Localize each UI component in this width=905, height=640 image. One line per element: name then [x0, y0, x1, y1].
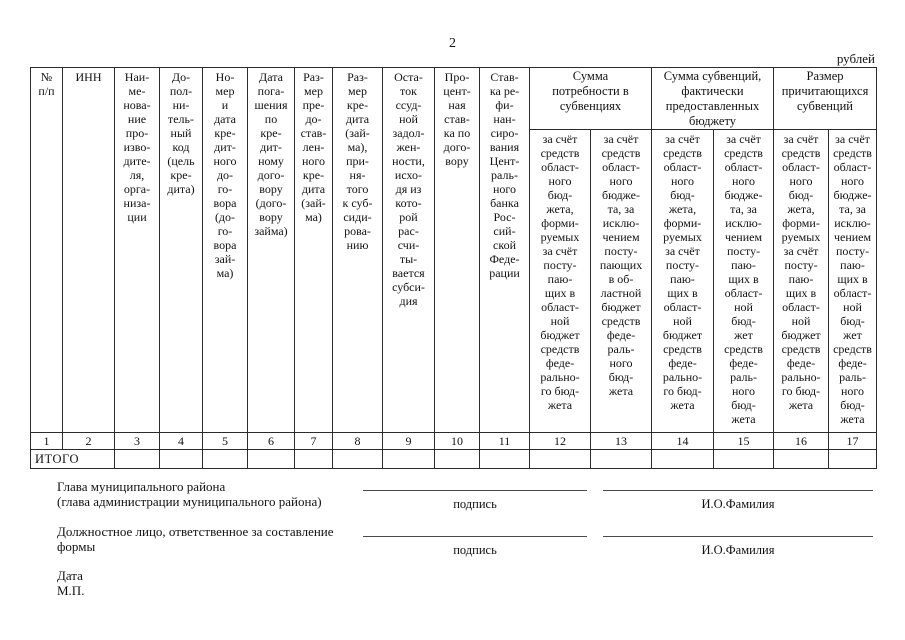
subheader-col-15: за счёт средств област- ного бюдже- та, … [712, 129, 775, 433]
column-number-row: 1 2 3 4 5 6 7 8 9 10 11 12 13 14 15 16 1… [30, 432, 878, 450]
header-col-loan-balance: Оста- ток ссуд- ной задол- жен- ности, и… [382, 67, 435, 433]
total-cell-8 [332, 449, 383, 469]
header-col-producer-name: Наи- ме- нова- ние про- изво- дите- ля, … [114, 67, 160, 433]
total-cell-14 [651, 449, 714, 469]
total-cell-7 [294, 449, 333, 469]
colnum-9: 9 [382, 432, 435, 450]
colnum-10: 10 [434, 432, 480, 450]
group-header-subvention-provided: Сумма субвенций, фактически предоставлен… [650, 67, 775, 130]
colnum-17: 17 [828, 432, 878, 450]
date-label: Дата [57, 568, 83, 583]
header-col-subsidized-credit: Раз- мер кре- дита (зай- ма), при- ня- т… [332, 67, 383, 433]
colnum-16: 16 [773, 432, 830, 450]
responsible-label-line1: Должностное лицо, ответственное за соста… [57, 524, 334, 539]
colnum-4: 4 [159, 432, 203, 450]
subheader-col-12: за счёт средств област- ного бюд- жета, … [529, 129, 591, 433]
colnum-12: 12 [529, 432, 591, 450]
total-cell-11 [479, 449, 530, 469]
colnum-1: 1 [30, 432, 63, 450]
total-cell-15 [712, 449, 775, 469]
total-cell-13 [590, 449, 652, 469]
colnum-5: 5 [202, 432, 248, 450]
currency-unit-label: рублей [836, 51, 875, 66]
name-caption-1: И.О.Фамилия [701, 497, 775, 511]
total-cell-10 [434, 449, 480, 469]
header-col-interest-rate: Про- цент- ная став- ка по дого- вору [434, 67, 480, 433]
colnum-3: 3 [114, 432, 160, 450]
responsible-label-line2: формы [57, 539, 96, 554]
total-cell-17 [828, 449, 878, 469]
subheader-col-14: за счёт средств област- ного бюд- жета, … [651, 129, 714, 433]
header-col-inn: ИНН [62, 67, 115, 433]
header-col-extra-code: До- пол- ни- тель- ный код (цель кре- ди… [159, 67, 203, 433]
stamp-label: М.П. [57, 583, 85, 598]
signature-caption-2: подпись [453, 543, 497, 557]
colnum-6: 6 [247, 432, 295, 450]
group-header-subvention-need: Сумма потребности в субвенциях [529, 67, 652, 130]
signature-caption-1: подпись [453, 497, 497, 511]
head-official-label-line1: Глава муниципального района [57, 479, 226, 494]
subheader-col-16: за счёт средств област- ного бюд- жета, … [773, 129, 830, 433]
header-col-contract-number-date: Но- мер и дата кре- дит- ного до- го- во… [202, 67, 248, 433]
total-cell-4 [159, 449, 203, 469]
total-row: ИТОГО [30, 449, 878, 469]
subventions-table: № п/п ИНН Наи- ме- нова- ние про- изво- … [30, 67, 878, 469]
total-cell-3 [114, 449, 160, 469]
responsible-signature-line [363, 536, 587, 537]
total-cell-9 [382, 449, 435, 469]
subheader-col-13: за счёт средств област- ного бюдже- та, … [590, 129, 652, 433]
header-col-credit-size: Раз- мер пре- до- став- лен- ного кре- д… [294, 67, 333, 433]
colnum-13: 13 [590, 432, 652, 450]
colnum-15: 15 [712, 432, 775, 450]
colnum-7: 7 [294, 432, 333, 450]
colnum-11: 11 [479, 432, 530, 450]
head-official-label-line2: (глава администрации муниципального райо… [57, 494, 322, 509]
head-official-name-line [603, 490, 873, 491]
name-caption-2: И.О.Фамилия [701, 543, 775, 557]
subheader-col-17: за счёт средств област- ного бюдже- та, … [828, 129, 878, 433]
colnum-8: 8 [332, 432, 383, 450]
header-col-refinancing-rate: Став- ка ре- фи- нан- сиро- вания Цент- … [479, 67, 530, 433]
total-cell-16 [773, 449, 830, 469]
total-cell-12 [529, 449, 591, 469]
header-col-repayment-date: Дата пога- шения по кре- дит- ному дого-… [247, 67, 295, 433]
page-number: 2 [449, 36, 456, 51]
responsible-name-line [603, 536, 873, 537]
total-row-label: ИТОГО [30, 449, 115, 469]
head-official-signature-line [363, 490, 587, 491]
total-cell-5 [202, 449, 248, 469]
colnum-2: 2 [62, 432, 115, 450]
colnum-14: 14 [651, 432, 714, 450]
group-header-subvention-due: Размер причитающихся субвенций [773, 67, 878, 130]
header-col-npp: № п/п [30, 67, 63, 433]
total-cell-6 [247, 449, 295, 469]
